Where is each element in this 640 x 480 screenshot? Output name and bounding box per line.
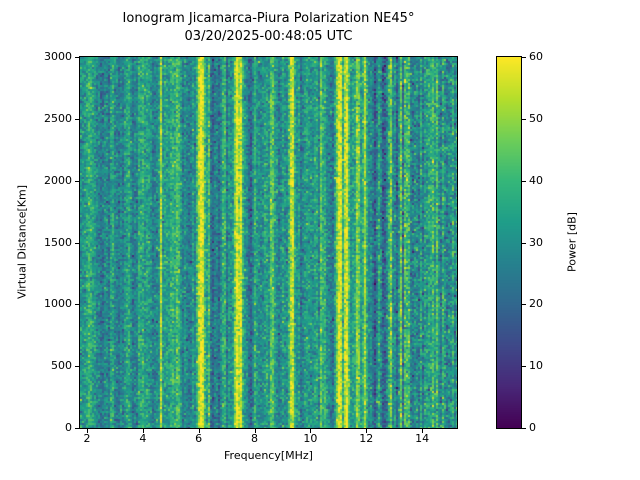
colorbar-tick-label: 50 <box>529 111 543 125</box>
x-tick-mark <box>422 429 424 433</box>
y-tick-mark <box>75 304 79 306</box>
y-tick-mark <box>75 118 79 120</box>
x-tick-label: 2 <box>83 432 91 445</box>
y-tick-mark <box>75 428 79 429</box>
colorbar-tick-mark <box>522 366 526 368</box>
x-tick-mark <box>254 429 256 433</box>
y-tick-label: 1500 <box>44 235 72 249</box>
x-tick-label: 8 <box>251 432 259 445</box>
y-tick-mark <box>75 180 79 182</box>
y-tick-label: 0 <box>65 421 72 434</box>
y-tick-label: 1000 <box>44 297 72 311</box>
x-tick-label: 10 <box>303 432 318 445</box>
y-tick-mark <box>75 57 79 58</box>
heatmap-plot-area <box>79 56 458 429</box>
x-axis-label: Frequency[MHz] <box>224 449 313 462</box>
x-tick-label: 12 <box>359 432 374 445</box>
colorbar-tick-label: 60 <box>529 50 543 63</box>
x-tick-mark <box>366 429 368 433</box>
colorbar-canvas <box>497 57 521 428</box>
y-tick-mark <box>75 242 79 244</box>
colorbar-tick-mark <box>522 57 526 58</box>
colorbar-tick-mark <box>522 180 526 182</box>
x-tick-label: 14 <box>415 432 430 445</box>
colorbar-tick-label: 10 <box>529 359 543 373</box>
x-tick-mark <box>198 429 200 433</box>
y-axis-label: Virtual Distance[Km] <box>15 184 29 300</box>
y-tick-label: 3000 <box>44 50 72 63</box>
figure-subtitle: 03/20/2025-00:48:05 UTC <box>184 29 353 44</box>
colorbar-tick-mark <box>522 304 526 306</box>
colorbar-tick-label: 40 <box>529 173 543 187</box>
colorbar <box>496 56 522 429</box>
figure-title: Ionogram Jicamarca-Piura Polarization NE… <box>122 11 415 26</box>
x-tick-label: 6 <box>195 432 203 445</box>
ionogram-heatmap-canvas <box>80 57 457 428</box>
y-tick-label: 2500 <box>44 111 72 125</box>
x-tick-label: 4 <box>139 432 147 445</box>
colorbar-tick-mark <box>522 428 526 429</box>
colorbar-tick-label: 30 <box>529 235 543 249</box>
colorbar-tick-mark <box>522 242 526 244</box>
colorbar-tick-label: 20 <box>529 297 543 311</box>
y-tick-mark <box>75 366 79 368</box>
y-tick-label: 500 <box>51 359 72 373</box>
colorbar-label: Power [dB] <box>565 212 579 272</box>
colorbar-tick-mark <box>522 118 526 120</box>
x-tick-mark <box>310 429 312 433</box>
x-tick-mark <box>86 429 88 433</box>
x-tick-mark <box>142 429 144 433</box>
colorbar-tick-label: 0 <box>529 421 536 434</box>
y-tick-label: 2000 <box>44 173 72 187</box>
